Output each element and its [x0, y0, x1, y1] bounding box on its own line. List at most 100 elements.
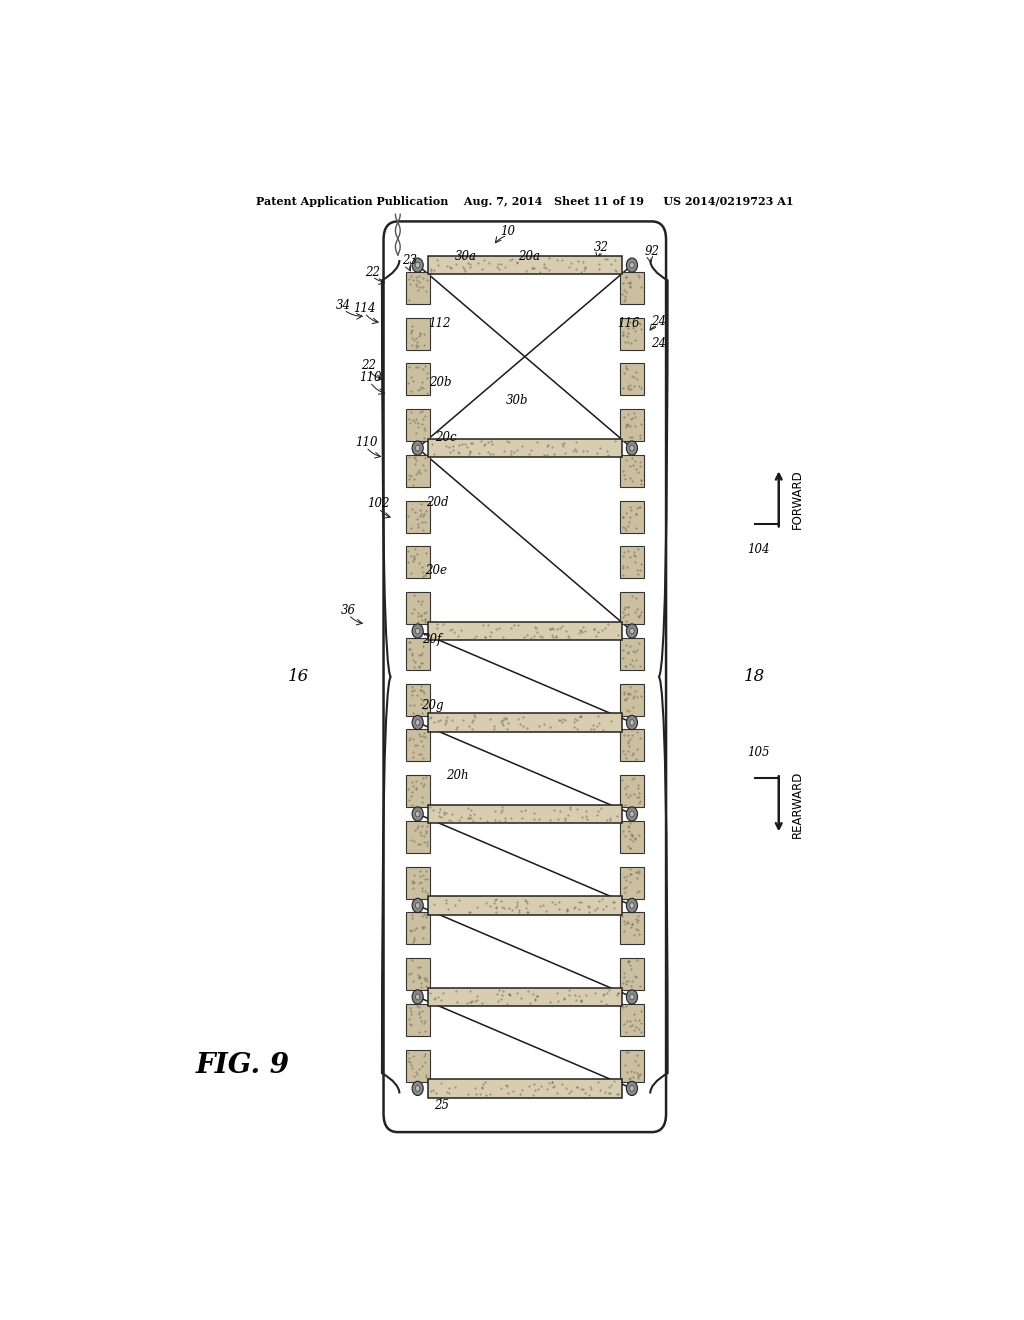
Circle shape: [416, 1085, 420, 1092]
Circle shape: [630, 994, 634, 999]
Text: 18: 18: [744, 668, 766, 685]
Text: 92: 92: [644, 246, 659, 259]
Text: REARWARD: REARWARD: [791, 770, 804, 837]
Text: 24: 24: [650, 314, 666, 327]
Circle shape: [412, 257, 423, 272]
Bar: [406, 363, 430, 396]
Bar: [428, 1080, 622, 1097]
Bar: [620, 866, 644, 899]
Circle shape: [416, 994, 420, 999]
Bar: [406, 866, 430, 899]
Text: 22: 22: [365, 265, 380, 279]
Bar: [620, 318, 644, 350]
Bar: [428, 987, 622, 1006]
Text: 110: 110: [358, 371, 381, 384]
Circle shape: [627, 990, 638, 1005]
Circle shape: [412, 441, 423, 455]
Circle shape: [412, 1081, 423, 1096]
Bar: [406, 272, 430, 304]
Text: 34: 34: [336, 300, 351, 313]
Bar: [620, 455, 644, 487]
Circle shape: [630, 903, 634, 908]
Circle shape: [412, 807, 423, 821]
Circle shape: [630, 719, 634, 726]
Text: 114: 114: [353, 302, 376, 315]
Bar: [406, 409, 430, 441]
Circle shape: [627, 441, 638, 455]
Text: FIG. 9: FIG. 9: [196, 1052, 290, 1078]
Circle shape: [412, 715, 423, 730]
Circle shape: [627, 1081, 638, 1096]
Circle shape: [627, 807, 638, 821]
Bar: [406, 500, 430, 533]
Text: 36: 36: [341, 605, 356, 618]
Circle shape: [627, 899, 638, 912]
Bar: [406, 958, 430, 990]
Bar: [620, 500, 644, 533]
Text: 30a: 30a: [455, 251, 477, 264]
Circle shape: [627, 624, 638, 638]
Text: 25: 25: [434, 1100, 449, 1113]
Circle shape: [416, 628, 420, 634]
Bar: [406, 821, 430, 853]
Bar: [620, 638, 644, 671]
Bar: [428, 713, 622, 731]
Bar: [406, 638, 430, 671]
Text: 110: 110: [355, 437, 377, 450]
Text: 22: 22: [361, 359, 376, 372]
Circle shape: [416, 263, 420, 268]
Circle shape: [630, 628, 634, 634]
Bar: [406, 684, 430, 715]
Bar: [428, 256, 622, 275]
Bar: [620, 546, 644, 578]
Text: 20c: 20c: [434, 432, 457, 445]
Bar: [428, 622, 622, 640]
Circle shape: [416, 903, 420, 908]
Circle shape: [412, 990, 423, 1005]
Bar: [620, 775, 644, 807]
Text: 30b: 30b: [506, 393, 528, 407]
Bar: [406, 1003, 430, 1036]
Text: 10: 10: [500, 226, 515, 238]
Bar: [620, 821, 644, 853]
Circle shape: [416, 810, 420, 817]
Bar: [406, 546, 430, 578]
Bar: [406, 912, 430, 944]
Text: 20a: 20a: [518, 251, 540, 264]
Bar: [620, 912, 644, 944]
Text: 116: 116: [616, 317, 639, 330]
Bar: [428, 440, 622, 457]
Bar: [428, 805, 622, 824]
Bar: [620, 363, 644, 396]
Text: FORWARD: FORWARD: [791, 469, 804, 529]
Text: 20d: 20d: [426, 496, 449, 510]
Text: 20h: 20h: [446, 768, 469, 781]
Text: 32: 32: [594, 242, 609, 255]
Circle shape: [416, 445, 420, 451]
Text: 20f: 20f: [422, 632, 441, 645]
Bar: [620, 730, 644, 762]
Bar: [406, 593, 430, 624]
Bar: [620, 1049, 644, 1081]
Bar: [406, 775, 430, 807]
Text: 20g: 20g: [421, 698, 443, 711]
Circle shape: [416, 719, 420, 726]
Text: 23: 23: [402, 253, 417, 267]
Circle shape: [627, 715, 638, 730]
Text: 104: 104: [748, 544, 770, 556]
Text: Patent Application Publication    Aug. 7, 2014   Sheet 11 of 19     US 2014/0219: Patent Application Publication Aug. 7, 2…: [256, 195, 794, 207]
Circle shape: [630, 263, 634, 268]
Text: 112: 112: [429, 317, 452, 330]
Bar: [406, 730, 430, 762]
Bar: [406, 1049, 430, 1081]
Bar: [620, 684, 644, 715]
Text: 102: 102: [368, 498, 390, 511]
Text: 20e: 20e: [425, 564, 446, 577]
Bar: [620, 409, 644, 441]
Circle shape: [630, 1085, 634, 1092]
Bar: [620, 593, 644, 624]
Bar: [620, 1003, 644, 1036]
Circle shape: [412, 624, 423, 638]
Bar: [620, 272, 644, 304]
Circle shape: [630, 445, 634, 451]
